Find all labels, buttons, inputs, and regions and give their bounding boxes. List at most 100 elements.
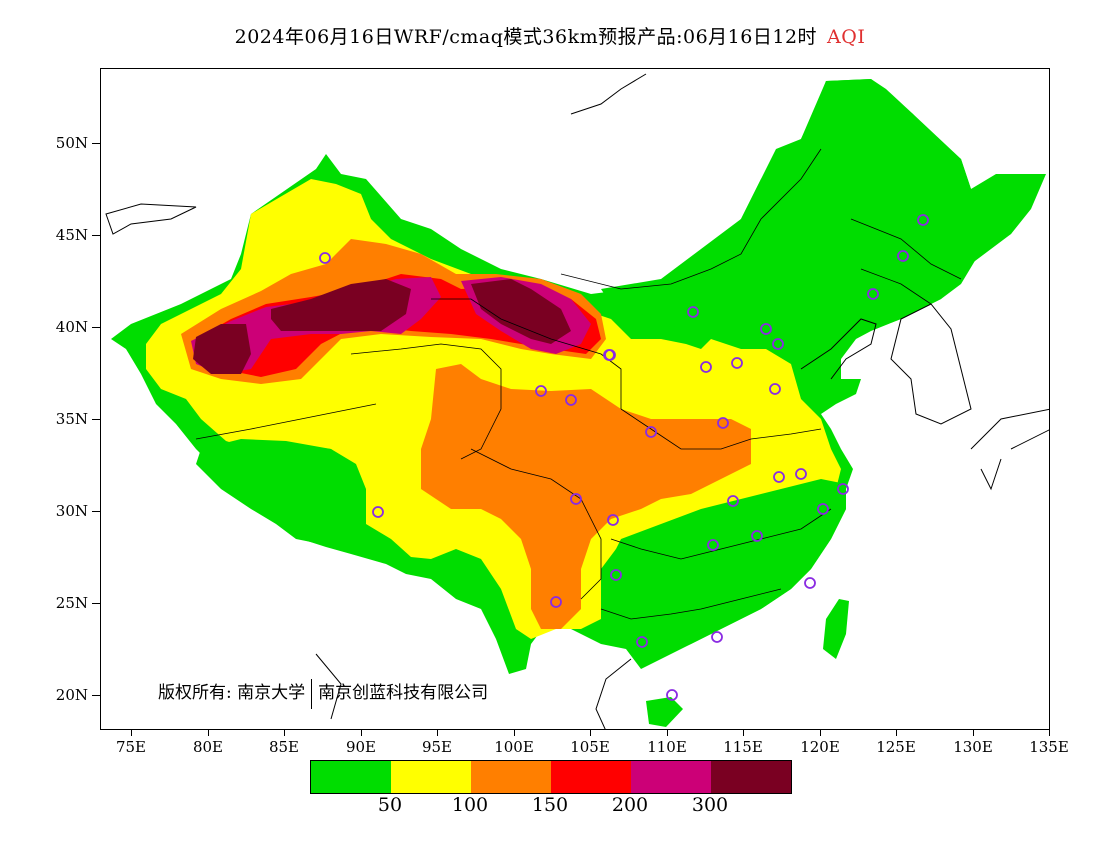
station-marker[interactable]: [666, 689, 678, 701]
legend-label: 200: [611, 794, 649, 816]
lon-label: 110E: [647, 738, 687, 756]
aqi-region-good-north: [601, 79, 1041, 344]
title-variable: AQI: [827, 26, 866, 48]
legend-swatch-hazardous: [711, 761, 791, 793]
boundary-inner-mongolia: [560, 148, 822, 290]
boundary-guangdong: [600, 588, 782, 620]
lat-tick: [92, 419, 100, 420]
station-marker[interactable]: [707, 539, 719, 551]
aqi-region-good-southeast: [606, 479, 846, 659]
boundary-south: [610, 508, 832, 560]
station-marker[interactable]: [731, 357, 743, 369]
station-marker[interactable]: [319, 252, 331, 264]
lon-label: 120E: [800, 738, 840, 756]
lon-tick: [1049, 730, 1050, 736]
lat-tick: [92, 511, 100, 512]
lon-label: 90E: [345, 738, 377, 756]
station-marker[interactable]: [645, 426, 657, 438]
station-marker[interactable]: [917, 214, 929, 226]
legend-colorbar: [310, 760, 792, 794]
lat-label: 30N: [55, 502, 88, 520]
lon-label: 105E: [570, 738, 610, 756]
station-marker[interactable]: [610, 569, 622, 581]
station-marker[interactable]: [535, 385, 547, 397]
boundary-qinghai: [350, 343, 502, 460]
lat-label: 40N: [55, 318, 88, 336]
lon-label: 115E: [723, 738, 763, 756]
lon-tick: [131, 730, 132, 736]
coastline-southeast-asia: [315, 653, 632, 729]
lat-label: 20N: [55, 686, 88, 704]
coastline-caspian: [105, 203, 197, 235]
legend-swatch-good: [311, 761, 391, 793]
copyright-org-company: 南京创蓝科技有限公司: [318, 683, 489, 703]
aqi-region-hainan: [646, 697, 683, 727]
lon-label: 135E: [1029, 738, 1069, 756]
legend-label: 50: [377, 794, 403, 816]
lon-tick: [284, 730, 285, 736]
lat-tick: [92, 327, 100, 328]
copyright-divider: [311, 678, 313, 709]
station-marker[interactable]: [727, 495, 739, 507]
coastline-japan: [970, 408, 1049, 491]
lon-tick: [896, 730, 897, 736]
lon-tick: [820, 730, 821, 736]
aqi-region-hazardous-3: [471, 279, 571, 344]
station-marker[interactable]: [717, 417, 729, 429]
lon-label: 130E: [953, 738, 993, 756]
boundary-central: [620, 408, 822, 450]
aqi-region-hazardous-2: [271, 279, 411, 331]
legend-label: 150: [531, 794, 569, 816]
legend-label: 300: [691, 794, 729, 816]
lon-label: 80E: [192, 738, 224, 756]
lon-tick: [514, 730, 515, 736]
coastline-korea: [890, 303, 972, 425]
map-frame[interactable]: [100, 68, 1050, 730]
legend-swatch-unhealthy: [551, 761, 631, 793]
aqi-region-good-tibet: [196, 439, 361, 544]
lon-tick: [590, 730, 591, 736]
lon-label: 100E: [494, 738, 534, 756]
lat-tick: [92, 695, 100, 696]
station-marker[interactable]: [837, 483, 849, 495]
boundary-gansu: [431, 298, 622, 409]
legend-swatch-sensitive: [471, 761, 551, 793]
map-title: 2024年06月16日WRF/cmaq模式36km预报产品:06月16日12时 A…: [0, 22, 1100, 49]
coastline-bohai: [800, 318, 877, 380]
coastline-lake-baikal: [570, 73, 647, 115]
lon-label: 75E: [115, 738, 147, 756]
lon-tick: [743, 730, 744, 736]
station-marker[interactable]: [817, 503, 829, 515]
station-marker[interactable]: [769, 383, 781, 395]
aqi-region-sensitive-central: [421, 364, 751, 629]
station-marker[interactable]: [550, 596, 562, 608]
lat-label: 25N: [55, 594, 88, 612]
station-marker[interactable]: [897, 250, 909, 262]
station-marker[interactable]: [773, 471, 785, 483]
station-marker[interactable]: [711, 631, 723, 643]
lat-tick: [92, 603, 100, 604]
station-marker[interactable]: [804, 577, 816, 589]
station-marker[interactable]: [570, 493, 582, 505]
station-marker[interactable]: [867, 288, 879, 300]
station-marker[interactable]: [760, 323, 772, 335]
station-marker-layer: [319, 214, 929, 701]
station-marker[interactable]: [687, 306, 699, 318]
station-marker[interactable]: [795, 468, 807, 480]
aqi-region-taiwan: [823, 599, 849, 659]
legend-swatch-moderate: [391, 761, 471, 793]
station-marker[interactable]: [751, 530, 763, 542]
station-marker[interactable]: [607, 514, 619, 526]
copyright-notice: 版权所有: 南京大学 南京创蓝科技有限公司: [158, 678, 488, 709]
station-marker[interactable]: [565, 394, 577, 406]
station-marker[interactable]: [603, 349, 615, 361]
lat-tick: [92, 143, 100, 144]
lat-label: 50N: [55, 134, 88, 152]
station-marker[interactable]: [372, 506, 384, 518]
lon-tick: [361, 730, 362, 736]
station-marker[interactable]: [772, 338, 784, 350]
legend-swatch-very-unhealthy: [631, 761, 711, 793]
station-marker[interactable]: [700, 361, 712, 373]
station-marker[interactable]: [636, 636, 648, 648]
lon-tick: [208, 730, 209, 736]
